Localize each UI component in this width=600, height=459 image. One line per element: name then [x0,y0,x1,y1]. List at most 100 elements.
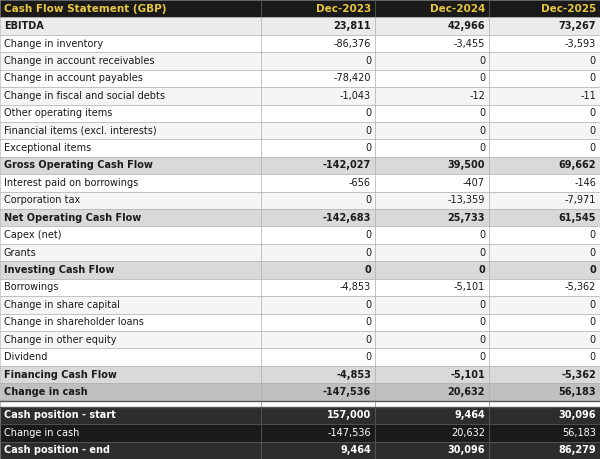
Text: 0: 0 [365,300,371,310]
Bar [489,296,600,313]
Bar [375,401,489,407]
Bar [375,105,489,122]
Text: 30,096: 30,096 [448,445,485,455]
Bar [261,191,375,209]
Text: Cash position - end: Cash position - end [4,445,110,455]
Bar [0,35,261,52]
Text: 39,500: 39,500 [448,161,485,170]
Bar [0,226,261,244]
Bar [489,279,600,296]
Bar [261,174,375,191]
Text: Borrowings: Borrowings [4,282,58,292]
Bar [261,313,375,331]
Bar [375,279,489,296]
Text: 0: 0 [365,335,371,345]
Text: 0: 0 [365,196,371,205]
Bar [375,348,489,366]
Text: -656: -656 [349,178,371,188]
Text: 0: 0 [365,108,371,118]
Text: Cash position - start: Cash position - start [4,410,116,420]
Bar [0,157,261,174]
Bar [0,331,261,348]
Bar [261,261,375,279]
Bar [261,35,375,52]
Text: Other operating items: Other operating items [4,108,112,118]
Text: Grants: Grants [4,247,37,257]
Bar [375,407,489,424]
Text: -5,362: -5,362 [565,282,596,292]
Text: 20,632: 20,632 [448,387,485,397]
Text: 0: 0 [365,126,371,136]
Text: 0: 0 [589,265,596,275]
Bar [489,140,600,157]
Bar [0,407,261,424]
Text: 0: 0 [478,265,485,275]
Bar [375,17,489,35]
Text: 61,545: 61,545 [559,213,596,223]
Bar [489,70,600,87]
Text: 86,279: 86,279 [559,445,596,455]
Bar [0,296,261,313]
Text: -147,536: -147,536 [328,428,371,438]
Text: Change in inventory: Change in inventory [4,39,103,49]
Text: -5,101: -5,101 [454,282,485,292]
Bar [375,122,489,140]
Bar [489,401,600,407]
Bar [0,279,261,296]
Text: Financing Cash Flow: Financing Cash Flow [4,369,117,380]
Bar [0,366,261,383]
Bar [0,52,261,70]
Bar [489,331,600,348]
Text: 0: 0 [590,73,596,84]
Text: 0: 0 [365,230,371,240]
Text: 9,464: 9,464 [454,410,485,420]
Text: 0: 0 [590,230,596,240]
Text: 0: 0 [365,317,371,327]
Bar [261,383,375,401]
Bar [261,296,375,313]
Text: Change in cash: Change in cash [4,387,88,397]
Bar [0,191,261,209]
Text: 0: 0 [365,143,371,153]
Text: 56,183: 56,183 [562,428,596,438]
Bar [375,366,489,383]
Text: 56,183: 56,183 [559,387,596,397]
Bar [375,442,489,459]
Text: 0: 0 [479,143,485,153]
Bar [261,279,375,296]
Bar [261,70,375,87]
Text: 0: 0 [590,108,596,118]
Bar [489,261,600,279]
Bar [489,226,600,244]
Text: Change in shareholder loans: Change in shareholder loans [4,317,144,327]
Text: 73,267: 73,267 [559,21,596,31]
Text: -5,101: -5,101 [450,369,485,380]
Bar [489,209,600,226]
Bar [261,157,375,174]
Bar [261,244,375,261]
Text: -4,853: -4,853 [340,282,371,292]
Text: 0: 0 [590,352,596,362]
Text: 0: 0 [590,317,596,327]
Bar [261,226,375,244]
Text: 0: 0 [479,108,485,118]
Bar [489,174,600,191]
Text: Dec-2024: Dec-2024 [430,4,485,14]
Bar [375,209,489,226]
Bar [261,331,375,348]
Bar [375,226,489,244]
Text: 0: 0 [479,247,485,257]
Bar [261,0,375,17]
Text: 0: 0 [365,247,371,257]
Text: 23,811: 23,811 [334,21,371,31]
Bar [489,52,600,70]
Text: -12: -12 [469,91,485,101]
Text: 30,096: 30,096 [559,410,596,420]
Text: 0: 0 [590,335,596,345]
Bar [489,348,600,366]
Text: 25,733: 25,733 [448,213,485,223]
Bar [489,424,600,442]
Bar [261,105,375,122]
Bar [489,87,600,105]
Bar [0,348,261,366]
